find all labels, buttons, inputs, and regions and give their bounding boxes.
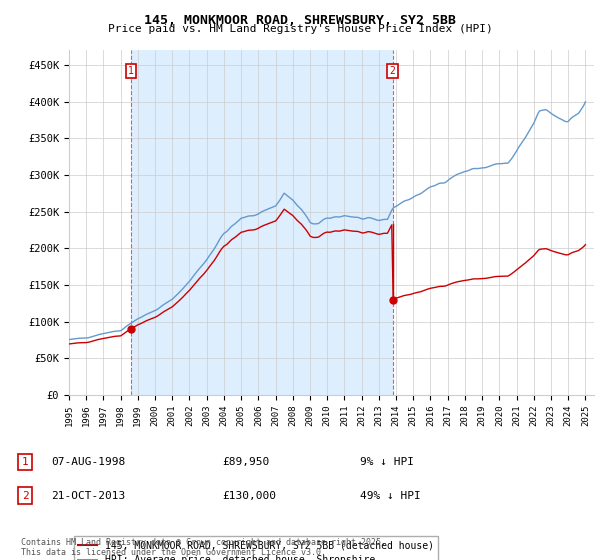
Text: 1: 1 <box>22 457 29 467</box>
Text: 2: 2 <box>22 491 29 501</box>
Text: 07-AUG-1998: 07-AUG-1998 <box>51 457 125 467</box>
Text: Contains HM Land Registry data © Crown copyright and database right 2025.
This d: Contains HM Land Registry data © Crown c… <box>21 538 386 557</box>
Text: 9% ↓ HPI: 9% ↓ HPI <box>360 457 414 467</box>
Text: £89,950: £89,950 <box>222 457 269 467</box>
Text: 145, MONKMOOR ROAD, SHREWSBURY, SY2 5BB: 145, MONKMOOR ROAD, SHREWSBURY, SY2 5BB <box>144 14 456 27</box>
Bar <box>131 50 392 395</box>
Text: £130,000: £130,000 <box>222 491 276 501</box>
Text: 21-OCT-2013: 21-OCT-2013 <box>51 491 125 501</box>
Text: 2: 2 <box>389 66 395 76</box>
Text: 49% ↓ HPI: 49% ↓ HPI <box>360 491 421 501</box>
Text: 1: 1 <box>128 66 134 76</box>
Text: Price paid vs. HM Land Registry's House Price Index (HPI): Price paid vs. HM Land Registry's House … <box>107 24 493 34</box>
Legend: 145, MONKMOOR ROAD, SHREWSBURY, SY2 5BB (detached house), HPI: Average price, de: 145, MONKMOOR ROAD, SHREWSBURY, SY2 5BB … <box>74 536 438 560</box>
